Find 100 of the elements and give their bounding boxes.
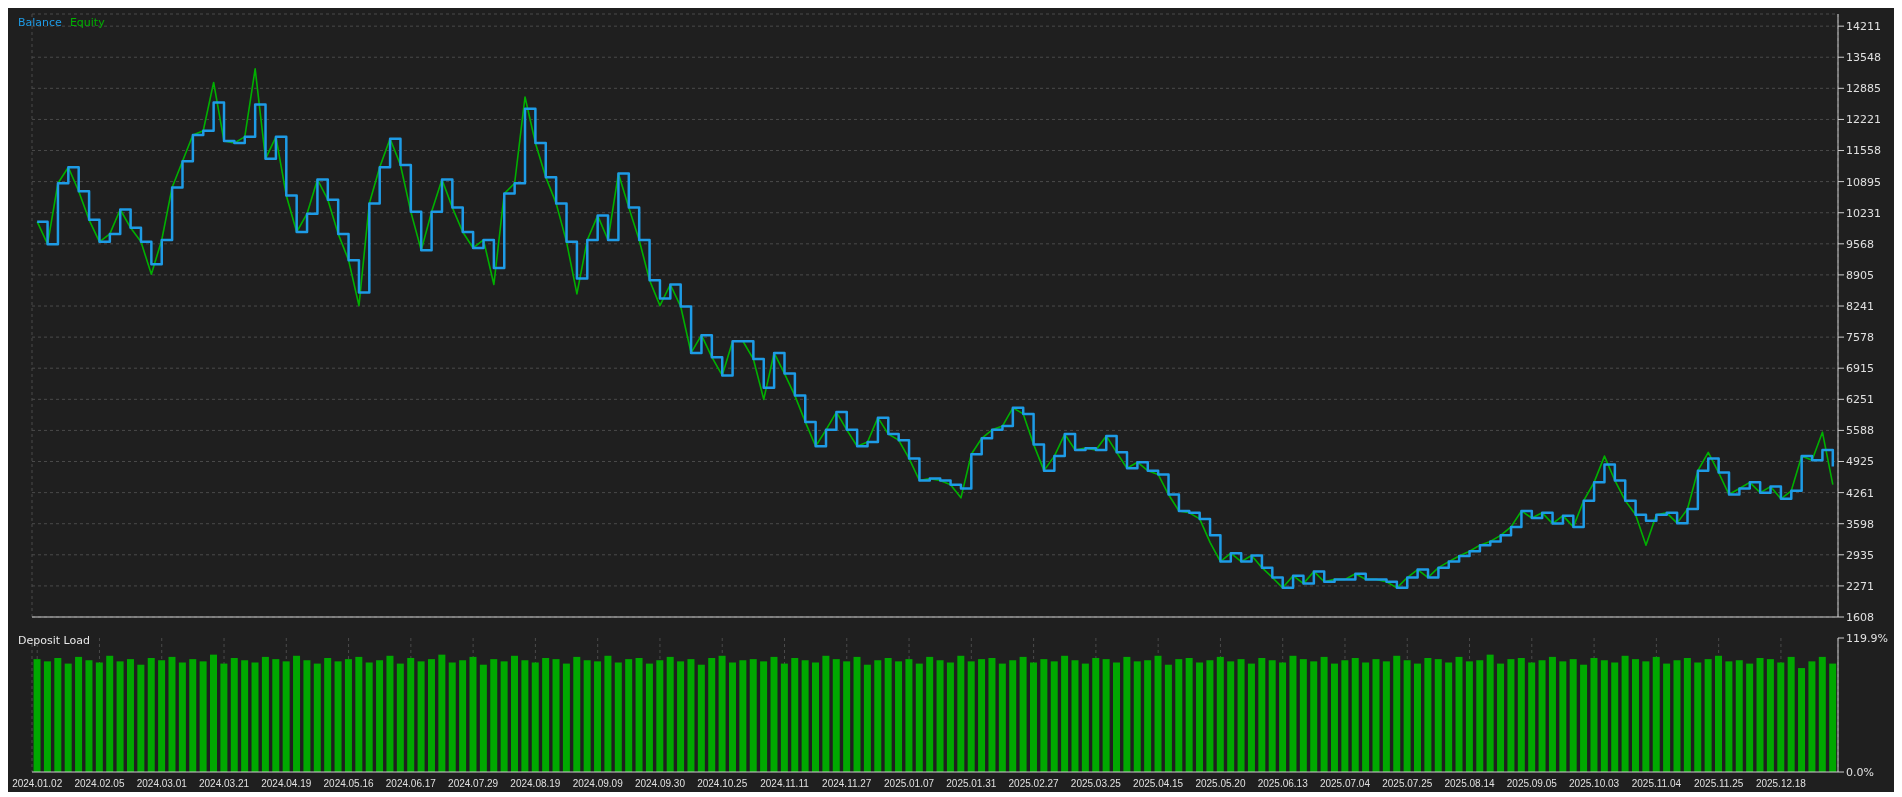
x-tick-label: 2024.04.19	[261, 778, 312, 790]
bar	[946, 662, 954, 772]
bar	[1528, 662, 1536, 772]
x-tick-label: 2025.06.13	[1257, 778, 1309, 790]
y-tick-label: 2935	[1846, 548, 1874, 562]
bar	[1351, 658, 1359, 772]
bar	[1279, 662, 1287, 772]
bar	[1715, 655, 1723, 772]
bar	[479, 664, 487, 772]
x-tick-label: 2024.03.21	[198, 778, 250, 790]
bar	[884, 658, 892, 772]
bar	[936, 660, 944, 772]
bar	[1507, 659, 1515, 772]
bar	[1476, 660, 1484, 772]
bar	[147, 658, 155, 772]
bar	[853, 656, 861, 772]
x-tick-label: 2025.10.03	[1569, 778, 1620, 790]
y-tick-label: 2271	[1846, 579, 1874, 593]
bar	[957, 655, 965, 772]
bar	[1320, 656, 1328, 772]
bar	[697, 664, 705, 772]
y-tick-label: 8241	[1846, 299, 1874, 313]
bar	[1071, 660, 1079, 772]
bar	[158, 660, 166, 772]
bar	[1289, 655, 1297, 772]
x-tick-label: 2025.05.20	[1195, 778, 1246, 790]
bar	[1445, 662, 1453, 772]
bar	[43, 661, 51, 772]
bar	[542, 658, 550, 772]
x-tick-label: 2024.05.16	[323, 778, 375, 790]
bar	[376, 660, 384, 772]
bar	[1538, 660, 1546, 772]
bar	[718, 655, 726, 772]
bar	[500, 661, 508, 772]
bar	[178, 662, 186, 772]
bar	[708, 658, 716, 772]
bar	[1081, 663, 1089, 772]
bar	[1393, 655, 1401, 772]
y-tick-label: 9568	[1846, 237, 1874, 251]
bar	[1829, 663, 1837, 772]
bar	[728, 662, 736, 772]
y-tick-label: 4925	[1846, 455, 1874, 469]
bar	[780, 663, 788, 772]
bar	[1818, 656, 1826, 772]
bar	[594, 661, 602, 772]
bar	[1102, 659, 1110, 772]
bar	[261, 656, 269, 772]
bar	[1517, 658, 1525, 772]
bar	[1746, 663, 1754, 772]
bar	[583, 660, 591, 772]
bar	[469, 656, 477, 772]
bar	[220, 663, 228, 772]
bar	[614, 662, 622, 772]
bar	[1787, 656, 1795, 772]
bar	[801, 660, 809, 772]
y-tick-label: 0.0%	[1846, 765, 1874, 779]
bar	[344, 659, 352, 772]
bar	[573, 656, 581, 772]
x-tick-label: 2024.07.29	[448, 778, 499, 790]
bar	[1403, 660, 1411, 772]
bar	[1310, 661, 1318, 772]
x-tick-label: 2025.09.05	[1506, 778, 1558, 790]
chart-title: Deposit Load	[18, 634, 90, 647]
bar	[33, 659, 41, 772]
bar	[1414, 663, 1422, 772]
x-tick-label: 2024.09.09	[572, 778, 624, 790]
bar	[843, 661, 851, 772]
bar	[863, 664, 871, 772]
bar	[1050, 661, 1058, 772]
bar	[625, 659, 633, 772]
bar	[1663, 663, 1671, 772]
x-tick-label: 2024.08.19	[510, 778, 561, 790]
bar	[770, 656, 778, 772]
bar	[1185, 658, 1193, 772]
x-tick-label: 2025.04.15	[1133, 778, 1184, 790]
bar	[1061, 655, 1069, 772]
x-tick-label: 2024.09.30	[634, 778, 686, 790]
x-tick-label: 2025.07.25	[1382, 778, 1433, 790]
bar	[656, 660, 664, 772]
bar	[1725, 661, 1733, 772]
bar	[1642, 661, 1650, 772]
bar	[926, 656, 934, 772]
bar	[1299, 659, 1307, 772]
bar	[1465, 661, 1473, 772]
bar	[1154, 655, 1162, 772]
bar	[313, 663, 321, 772]
x-tick-label: 2025.07.04	[1319, 778, 1371, 790]
y-tick-label: 1608	[1846, 610, 1874, 624]
bar	[1009, 660, 1017, 772]
bar	[417, 661, 425, 772]
bar	[1040, 659, 1048, 772]
bar	[293, 655, 301, 772]
bar	[1113, 662, 1121, 772]
bar	[1227, 661, 1235, 772]
bar	[760, 661, 768, 772]
bar	[1735, 660, 1743, 772]
bar	[1206, 660, 1214, 772]
bar	[438, 654, 446, 772]
x-tick-label: 2024.03.01	[136, 778, 188, 790]
bar	[1683, 658, 1691, 772]
